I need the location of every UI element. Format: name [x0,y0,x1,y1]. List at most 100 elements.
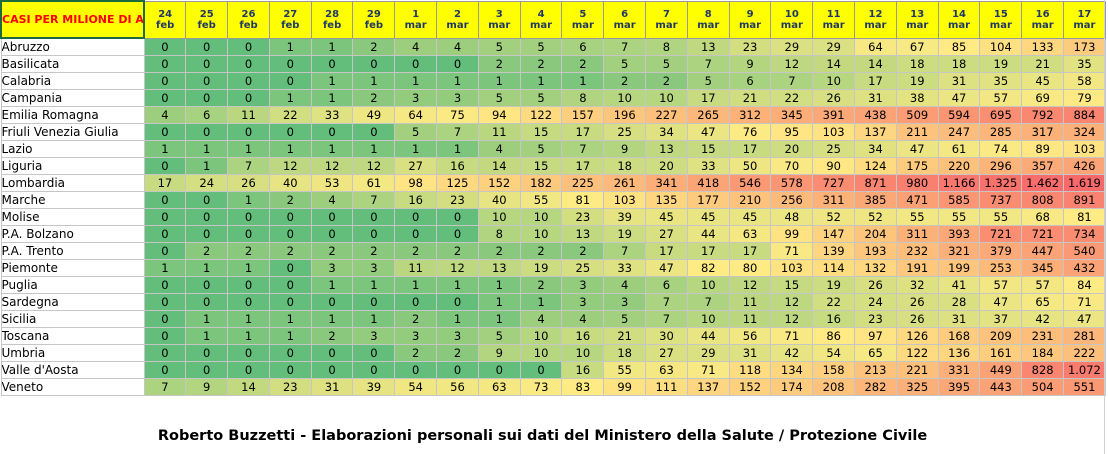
value-cell[interactable]: 0 [394,360,438,379]
value-cell[interactable]: 2 [561,54,605,73]
value-cell[interactable]: 122 [895,343,939,362]
value-cell[interactable]: 99 [603,377,647,396]
value-cell[interactable]: 19 [979,54,1023,73]
value-cell[interactable]: 204 [854,224,897,243]
value-cell[interactable]: 0 [227,54,270,73]
value-cell[interactable]: 2 [394,241,438,260]
date-header[interactable]: 12 mar [854,0,897,39]
value-cell[interactable]: 8 [645,37,688,56]
value-cell[interactable]: 2 [561,241,605,260]
value-cell[interactable]: 449 [979,360,1023,379]
value-cell[interactable]: 124 [854,156,897,175]
value-cell[interactable]: 22 [812,292,856,311]
value-cell[interactable]: 13 [686,37,730,56]
value-cell[interactable]: 11 [227,105,270,124]
value-cell[interactable]: 438 [854,105,897,124]
value-cell[interactable]: 0 [143,326,187,345]
value-cell[interactable]: 33 [310,105,354,124]
value-cell[interactable]: 47 [937,88,981,107]
value-cell[interactable]: 5 [645,54,688,73]
value-cell[interactable]: 1 [185,326,229,345]
value-cell[interactable]: 2 [352,241,396,260]
value-cell[interactable]: 0 [185,71,229,90]
value-cell[interactable]: 14 [854,54,897,73]
value-cell[interactable]: 3 [310,258,354,277]
value-cell[interactable]: 20 [645,156,688,175]
value-cell[interactable]: 10 [686,275,730,294]
value-cell[interactable]: 57 [979,88,1023,107]
value-cell[interactable]: 152 [728,377,772,396]
value-cell[interactable]: 26 [812,88,856,107]
value-cell[interactable]: 10 [645,88,688,107]
region-cell[interactable]: Emilia Romagna [0,105,145,124]
region-cell[interactable]: Friuli Venezia Giulia [0,122,145,141]
value-cell[interactable]: 0 [436,292,479,311]
value-cell[interactable]: 4 [519,309,563,328]
value-cell[interactable]: 55 [895,207,939,226]
value-cell[interactable]: 22 [268,105,312,124]
value-cell[interactable]: 7 [352,190,396,209]
value-cell[interactable]: 17 [645,241,688,260]
value-cell[interactable]: 17 [143,173,187,192]
value-cell[interactable]: 63 [728,224,772,243]
value-cell[interactable]: 18 [603,343,647,362]
value-cell[interactable]: 173 [1063,37,1106,56]
value-cell[interactable]: 1 [519,71,563,90]
value-cell[interactable]: 63 [645,360,688,379]
value-cell[interactable]: 2 [185,241,229,260]
value-cell[interactable]: 1 [227,309,270,328]
value-cell[interactable]: 10 [812,71,856,90]
value-cell[interactable]: 1 [268,309,312,328]
value-cell[interactable]: 1 [268,139,312,158]
value-cell[interactable]: 2 [352,37,396,56]
value-cell[interactable]: 282 [854,377,897,396]
value-cell[interactable]: 0 [436,54,479,73]
value-cell[interactable]: 1 [394,139,438,158]
region-cell[interactable]: Basilicata [0,54,145,73]
value-cell[interactable]: 25 [812,139,856,158]
value-cell[interactable]: 168 [937,326,981,345]
value-cell[interactable]: 10 [519,343,563,362]
value-cell[interactable]: 585 [937,190,981,209]
value-cell[interactable]: 1 [394,71,438,90]
value-cell[interactable]: 199 [937,258,981,277]
region-cell[interactable]: Toscana [0,326,145,345]
value-cell[interactable]: 357 [1021,156,1065,175]
value-cell[interactable]: 0 [143,343,187,362]
value-cell[interactable]: 17 [728,139,772,158]
value-cell[interactable]: 0 [268,360,312,379]
value-cell[interactable]: 5 [519,88,563,107]
value-cell[interactable]: 0 [310,360,354,379]
value-cell[interactable]: 10 [519,326,563,345]
value-cell[interactable]: 265 [686,105,730,124]
value-cell[interactable]: 30 [645,326,688,345]
value-cell[interactable]: 0 [310,343,354,362]
value-cell[interactable]: 8 [477,224,521,243]
value-cell[interactable]: 0 [227,207,270,226]
value-cell[interactable]: 56 [728,326,772,345]
value-cell[interactable]: 193 [854,241,897,260]
value-cell[interactable]: 126 [895,326,939,345]
value-cell[interactable]: 0 [227,275,270,294]
value-cell[interactable]: 12 [770,292,814,311]
value-cell[interactable]: 2 [268,190,312,209]
value-cell[interactable]: 11 [728,292,772,311]
value-cell[interactable]: 79 [1063,88,1106,107]
value-cell[interactable]: 11 [394,258,438,277]
value-cell[interactable]: 0 [143,54,187,73]
value-cell[interactable]: 103 [603,190,647,209]
value-cell[interactable]: 67 [895,37,939,56]
value-cell[interactable]: 0 [185,37,229,56]
value-cell[interactable]: 32 [895,275,939,294]
value-cell[interactable]: 23 [728,37,772,56]
value-cell[interactable]: 10 [686,309,730,328]
region-cell[interactable]: Valle d'Aosta [0,360,145,379]
value-cell[interactable]: 10 [519,207,563,226]
value-cell[interactable]: 1 [227,139,270,158]
value-cell[interactable]: 63 [477,377,521,396]
value-cell[interactable]: 0 [143,71,187,90]
value-cell[interactable]: 14 [477,156,521,175]
value-cell[interactable]: 17 [854,71,897,90]
value-cell[interactable]: 0 [352,360,396,379]
value-cell[interactable]: 2 [477,241,521,260]
